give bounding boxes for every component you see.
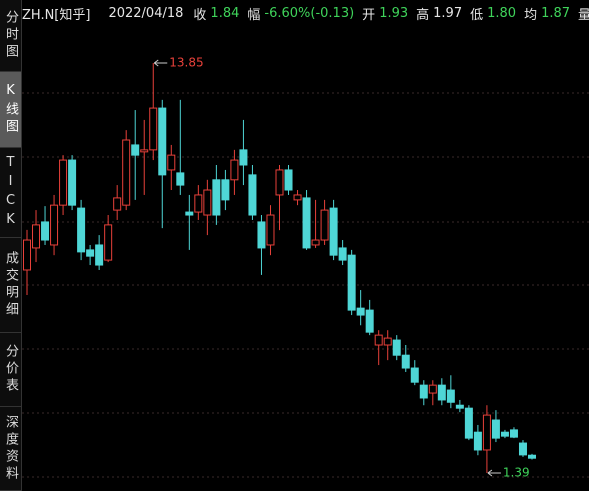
candle-body	[104, 224, 113, 261]
candle-body	[374, 334, 383, 346]
field-label: 高	[416, 7, 430, 23]
field-value: 1.97	[433, 5, 463, 21]
candle-body	[257, 221, 266, 249]
candle-body	[221, 179, 230, 201]
tab[interactable]: 分价表	[0, 333, 21, 407]
candle-body	[392, 339, 401, 356]
candle-body	[275, 169, 284, 196]
candle-body	[68, 159, 77, 206]
candle-body	[311, 239, 320, 246]
candle-body	[266, 214, 275, 246]
candle-body	[428, 384, 437, 394]
candle-body	[320, 209, 329, 241]
field-label: 低	[470, 7, 484, 23]
candle-body	[230, 159, 239, 181]
candle-body	[239, 149, 248, 166]
low-label: 1.39	[503, 466, 530, 480]
candle-body	[491, 419, 500, 439]
tab[interactable]: K线图	[0, 72, 21, 148]
date: 2022/04/18	[108, 5, 184, 21]
candle-body	[122, 139, 131, 206]
candle-body	[473, 431, 482, 451]
candle-body	[41, 221, 50, 241]
candle-body	[140, 149, 149, 153]
candle-body	[131, 144, 140, 156]
candle-body	[95, 244, 104, 266]
grid	[22, 92, 589, 478]
candle-body	[59, 159, 68, 206]
candle-body	[158, 107, 167, 176]
low-arrow-head	[487, 469, 493, 477]
candle-body	[383, 337, 392, 346]
field-label: 幅	[247, 7, 261, 23]
field-label: 收	[193, 7, 207, 23]
candle-body	[528, 454, 536, 459]
candle-body	[203, 189, 212, 216]
candle-body	[86, 249, 95, 257]
candle-body	[410, 367, 419, 383]
high-arrow-head	[153, 59, 159, 67]
field-value: -6.60%(-0.13)	[264, 5, 355, 21]
candle-body	[23, 239, 31, 271]
symbol: ZH.N[知乎]	[22, 7, 91, 23]
candle-body	[248, 174, 257, 216]
tab[interactable]: 分时图	[0, 0, 21, 72]
tab[interactable]: 成交明细	[0, 238, 21, 333]
candle-body	[401, 354, 410, 369]
candle-body	[338, 247, 347, 261]
candle-body	[329, 207, 338, 256]
candle-body	[194, 194, 203, 213]
field-value: 1.84	[210, 5, 240, 21]
candle-body	[176, 172, 185, 186]
candle-body	[464, 407, 473, 439]
candle-body	[185, 211, 194, 216]
candle-body	[302, 197, 311, 249]
field-label: 开	[362, 7, 376, 23]
candle-body	[347, 254, 356, 311]
candle-body	[212, 179, 221, 216]
candle-body	[446, 389, 455, 403]
candle-body	[455, 404, 464, 409]
candle-body	[167, 154, 176, 171]
candle-body	[284, 169, 293, 191]
candle-body	[509, 429, 518, 438]
tab[interactable]: 深度资料	[0, 407, 21, 491]
field-value: 1.93	[379, 5, 409, 21]
candle-body	[365, 309, 374, 333]
candle-body	[419, 384, 428, 399]
candle-body	[437, 384, 446, 401]
candle-body	[149, 107, 158, 151]
candle-body	[293, 194, 302, 201]
candle-body	[113, 197, 122, 211]
candle-body	[500, 431, 509, 437]
candle-body	[77, 207, 86, 253]
tab[interactable]: TICK	[0, 148, 21, 238]
sidebar: 分时图 K线图 TICK 成交明细 分价表 深度资料	[0, 0, 22, 491]
chart: 13.85 1.39	[22, 56, 589, 480]
field-label: 量	[578, 7, 589, 23]
candle-body	[518, 442, 527, 456]
candle-body	[482, 414, 491, 451]
high-label: 13.85	[169, 56, 203, 70]
candle-body	[32, 224, 41, 249]
quote-bar: ZH.N[知乎] 2022/04/18 收 1.84 幅 -6.60%(-0.13) 开…	[22, 0, 589, 26]
field-value: 1.87	[541, 5, 571, 21]
field-value: 1.80	[487, 5, 517, 21]
candle-body	[356, 307, 365, 316]
candle-body	[50, 204, 59, 246]
field-label: 均	[524, 7, 538, 23]
